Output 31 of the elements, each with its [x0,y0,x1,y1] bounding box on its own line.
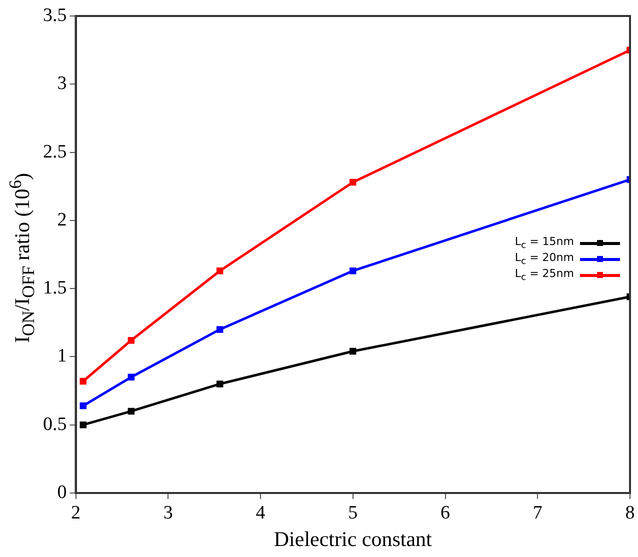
point [216,326,224,333]
y-tick-label: 1 [57,346,67,367]
y-tick-label: 3 [57,73,67,94]
legend-label: L$_{c}$ = 15nm [514,234,574,252]
legend-label: L$_{c}$ = 25nm [514,266,574,284]
x-tick-label: 3 [163,502,173,524]
x-axis-title: Dielectric constant [274,526,432,551]
point [128,336,135,344]
point [128,374,135,381]
x-tick-label: 8 [625,502,635,524]
x-tick-label: 2 [71,502,80,524]
y-tick-label: 3.5 [43,4,67,26]
point [80,402,87,410]
y-tick-label: 0 [57,482,67,503]
point [350,267,356,274]
point [216,267,224,274]
point [216,380,224,388]
x-tick-label: 7 [532,502,542,524]
x-tick-label: 4 [256,502,266,524]
point [350,178,356,186]
x-tick-label: 5 [348,502,358,524]
point [128,408,135,415]
x-tick-label: 6 [440,502,450,524]
y-tick-label: 2 [57,209,67,230]
y-tick-label: 0.5 [43,414,67,435]
legend-label: L$_{c}$ = 20nm [514,250,574,268]
point [80,378,87,385]
point [350,348,356,355]
point [80,421,87,428]
y-tick-label: 2.5 [43,141,67,162]
y-tick-label: 1.5 [43,278,67,299]
